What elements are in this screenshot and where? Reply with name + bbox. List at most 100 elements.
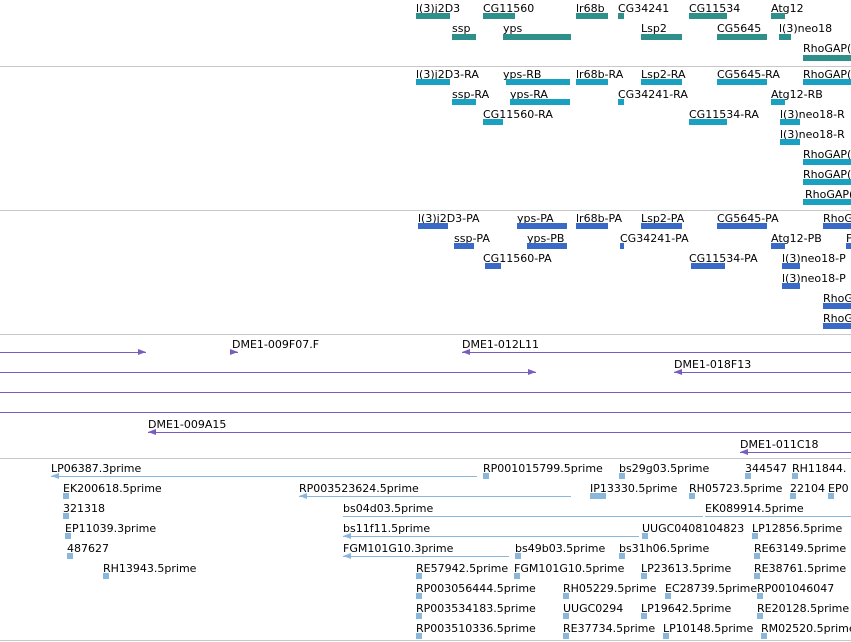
- feature-glyph[interactable]: [641, 223, 682, 229]
- feature-label[interactable]: EC28739.5prime: [665, 582, 758, 595]
- feature-label[interactable]: CG34241-PA: [620, 232, 689, 245]
- feature-label[interactable]: 22104: [790, 482, 825, 495]
- feature-glyph[interactable]: [416, 13, 450, 19]
- feature-label[interactable]: RE63149.5prime: [754, 542, 847, 555]
- feature-label[interactable]: LP06387.3prime: [51, 462, 142, 475]
- feature-glyph[interactable]: [771, 13, 785, 19]
- feature-label[interactable]: l(3)neo18-P: [782, 272, 846, 285]
- feature-glyph[interactable]: [780, 139, 800, 145]
- feature-glyph[interactable]: [771, 99, 785, 105]
- feature-label[interactable]: RP001046047: [757, 582, 835, 595]
- feature-glyph[interactable]: [782, 263, 800, 269]
- feature-glyph[interactable]: [663, 633, 669, 639]
- feature-glyph[interactable]: [576, 13, 608, 19]
- feature-label[interactable]: RP001015799.5prime: [483, 462, 603, 475]
- feature-label[interactable]: l(3)j2D3: [416, 2, 461, 15]
- feature-label[interactable]: l(3)j2D3-RA: [416, 68, 479, 81]
- feature-label[interactable]: RE57942.5prime: [416, 562, 509, 575]
- feature-glyph[interactable]: [452, 99, 476, 105]
- feature-label[interactable]: DME1-009A15: [148, 418, 227, 431]
- feature-glyph[interactable]: [416, 79, 450, 85]
- feature-label[interactable]: RhoGAP(: [803, 42, 851, 55]
- feature-label[interactable]: RE37734.5prime: [563, 622, 656, 635]
- feature-label[interactable]: RhoG: [823, 312, 851, 325]
- feature-label[interactable]: CG5645-RA: [717, 68, 780, 81]
- feature-glyph[interactable]: [717, 223, 767, 229]
- feature-label[interactable]: Atg12: [771, 2, 804, 15]
- feature-glyph[interactable]: [416, 593, 422, 599]
- feature-line[interactable]: [148, 432, 851, 433]
- feature-glyph[interactable]: [823, 303, 851, 309]
- feature-glyph[interactable]: [63, 513, 69, 519]
- feature-label[interactable]: CG11560: [483, 2, 535, 15]
- feature-label[interactable]: yps-PB: [527, 232, 565, 245]
- feature-label[interactable]: EP11039.3prime: [65, 522, 157, 535]
- feature-label[interactable]: bs11f11.5prime: [343, 522, 431, 535]
- feature-label[interactable]: CG5645-PA: [717, 212, 779, 225]
- feature-glyph[interactable]: [803, 159, 851, 165]
- feature-glyph[interactable]: [771, 243, 785, 249]
- feature-label[interactable]: RP003523624.5prime: [299, 482, 419, 495]
- feature-glyph[interactable]: [483, 13, 515, 19]
- feature-label[interactable]: 321318: [63, 502, 105, 515]
- feature-glyph[interactable]: [590, 493, 606, 499]
- feature-label[interactable]: CG34241: [618, 2, 670, 15]
- feature-glyph[interactable]: [754, 573, 760, 579]
- feature-glyph[interactable]: [823, 323, 851, 329]
- feature-line[interactable]: [51, 476, 477, 477]
- feature-glyph[interactable]: [620, 243, 624, 249]
- feature-label[interactable]: ssp-PA: [454, 232, 490, 245]
- feature-label[interactable]: lr68b-RA: [576, 68, 624, 81]
- feature-label[interactable]: RP003534183.5prime: [416, 602, 536, 615]
- feature-label[interactable]: Lsp2-PA: [641, 212, 685, 225]
- feature-glyph[interactable]: [717, 34, 767, 40]
- feature-glyph[interactable]: [757, 593, 763, 599]
- feature-line[interactable]: [0, 392, 851, 393]
- feature-glyph[interactable]: [757, 613, 763, 619]
- feature-glyph[interactable]: [454, 243, 474, 249]
- feature-glyph[interactable]: [779, 34, 791, 40]
- feature-label[interactable]: yps-PA: [517, 212, 554, 225]
- feature-label[interactable]: FGM101G10.3prime: [343, 542, 454, 555]
- feature-label[interactable]: RhoG: [823, 212, 851, 225]
- feature-glyph[interactable]: [780, 119, 800, 125]
- feature-label[interactable]: RhoGAP(: [803, 148, 851, 161]
- feature-label[interactable]: RM02520.5prime: [761, 622, 851, 635]
- feature-line[interactable]: [299, 496, 571, 497]
- feature-label[interactable]: bs49b03.5prime: [515, 542, 606, 555]
- feature-glyph[interactable]: [782, 283, 800, 289]
- feature-label[interactable]: FGM101G10.5prime: [514, 562, 625, 575]
- feature-label[interactable]: EK089914.5prime: [705, 502, 804, 515]
- feature-line[interactable]: [0, 412, 851, 413]
- feature-glyph[interactable]: [103, 573, 109, 579]
- feature-glyph[interactable]: [506, 79, 570, 85]
- feature-glyph[interactable]: [483, 473, 489, 479]
- feature-glyph[interactable]: [691, 263, 725, 269]
- feature-glyph[interactable]: [503, 34, 571, 40]
- feature-line[interactable]: [0, 352, 146, 353]
- feature-label[interactable]: CG11534-RA: [689, 108, 759, 121]
- feature-glyph[interactable]: [754, 553, 760, 559]
- feature-label[interactable]: LP10148.5prime: [663, 622, 754, 635]
- feature-label[interactable]: RhoGAP(: [805, 188, 851, 201]
- feature-glyph[interactable]: [641, 613, 647, 619]
- feature-glyph[interactable]: [416, 573, 422, 579]
- feature-glyph[interactable]: [642, 533, 648, 539]
- feature-label[interactable]: RhoGAP(: [803, 168, 851, 181]
- feature-label[interactable]: RH13943.5prime: [103, 562, 197, 575]
- feature-label[interactable]: LP19642.5prime: [641, 602, 732, 615]
- feature-label[interactable]: RhoGAP(: [803, 68, 851, 81]
- feature-label[interactable]: CG34241-RA: [618, 88, 688, 101]
- feature-label[interactable]: CG11560-PA: [483, 252, 552, 265]
- feature-glyph[interactable]: [803, 55, 851, 61]
- feature-glyph[interactable]: [752, 533, 758, 539]
- feature-label[interactable]: RP003056444.5prime: [416, 582, 536, 595]
- feature-label[interactable]: UUGC0408104823: [642, 522, 745, 535]
- feature-label[interactable]: LP23613.5prime: [641, 562, 732, 575]
- feature-glyph[interactable]: [689, 493, 695, 499]
- feature-glyph[interactable]: [452, 34, 476, 40]
- feature-glyph[interactable]: [803, 79, 851, 85]
- feature-glyph[interactable]: [63, 493, 69, 499]
- feature-glyph[interactable]: [641, 34, 682, 40]
- feature-line[interactable]: [462, 352, 851, 353]
